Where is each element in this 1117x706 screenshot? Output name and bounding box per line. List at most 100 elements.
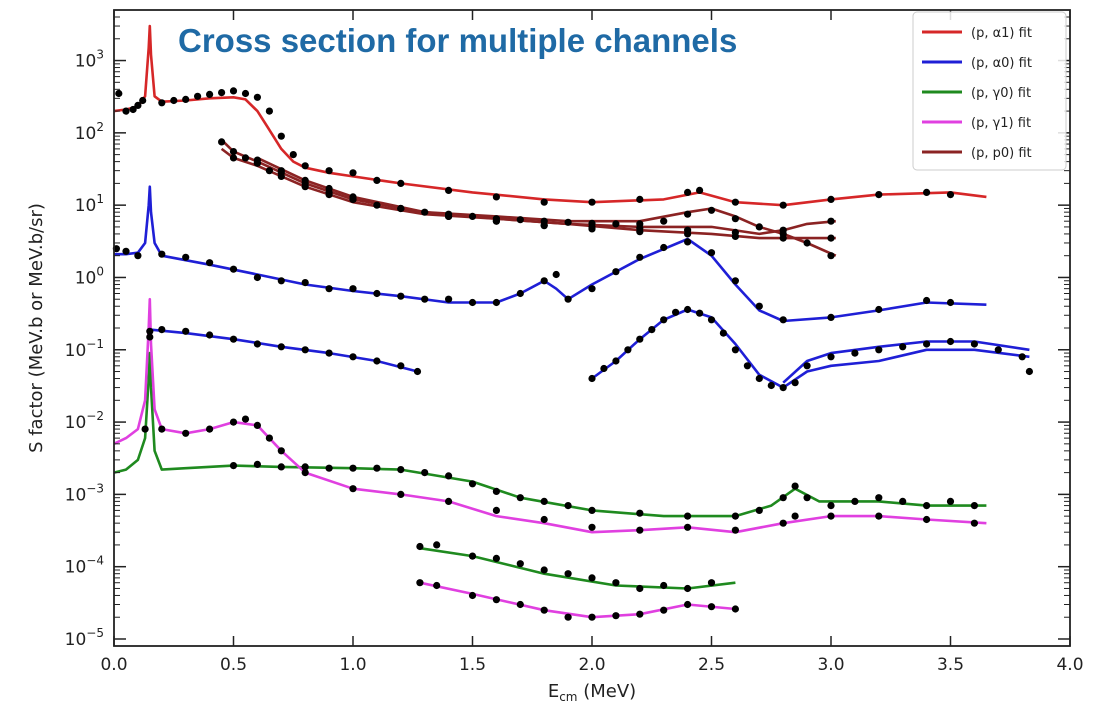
data-point	[492, 596, 500, 604]
data-point	[779, 316, 787, 324]
data-point	[277, 167, 285, 175]
data-point	[277, 277, 285, 285]
y-tick-label: 10−1	[65, 337, 104, 361]
data-point	[325, 167, 333, 175]
data-point	[218, 89, 226, 97]
data-point	[158, 250, 166, 258]
data-point	[648, 326, 656, 334]
data-point	[875, 346, 883, 354]
data-point	[492, 554, 500, 563]
series-line-5	[113, 351, 987, 518]
data-point	[684, 600, 692, 609]
data-point	[158, 425, 166, 433]
data-point	[229, 265, 238, 273]
data-point	[612, 612, 620, 620]
legend: (p, α1) fit (p, α0) fit (p, γ0) fit (p, γ1)…	[912, 11, 1067, 171]
data-point	[206, 90, 214, 98]
data-point	[253, 460, 261, 468]
data-point	[946, 337, 955, 346]
data-point	[397, 179, 405, 187]
data-point	[827, 195, 835, 203]
data-point	[122, 247, 130, 255]
data-point	[540, 221, 548, 229]
data-point	[875, 494, 883, 502]
legend-label: (p, γ0) fit	[971, 86, 1031, 101]
data-point	[229, 154, 238, 162]
y-tick-label: 102	[75, 120, 104, 144]
data-point	[253, 340, 261, 348]
data-point	[122, 107, 130, 115]
x-tick-label: 1.0	[339, 655, 366, 675]
x-axis-label-unit: (MeV)	[577, 681, 636, 702]
data-point	[397, 466, 405, 474]
data-point	[139, 96, 147, 105]
data-point	[588, 506, 596, 514]
legend-label: (p, α1) fit	[971, 26, 1032, 41]
series-line-1	[114, 185, 987, 323]
x-tick-label: 0.5	[220, 655, 247, 675]
data-point	[767, 381, 775, 390]
data-point	[1025, 367, 1033, 376]
data-point	[660, 217, 668, 225]
data-point	[684, 230, 692, 238]
legend-box	[912, 11, 1067, 171]
data-point	[791, 482, 799, 490]
data-point	[827, 512, 835, 520]
data-point	[612, 357, 620, 365]
data-point	[141, 425, 149, 433]
data-point	[492, 487, 500, 495]
data-point	[755, 302, 763, 310]
data-point	[564, 502, 572, 510]
data-point	[349, 485, 357, 493]
data-point	[636, 195, 644, 203]
x-axis-label-main: E	[548, 681, 559, 702]
data-point	[206, 331, 214, 339]
data-point	[413, 367, 422, 376]
data-point	[791, 512, 799, 520]
data-point	[325, 285, 333, 293]
data-point	[588, 523, 596, 531]
data-point	[325, 184, 333, 193]
data-point	[731, 215, 740, 223]
data-point	[373, 201, 381, 209]
data-point	[301, 346, 309, 354]
data-point	[516, 494, 524, 502]
data-point	[182, 327, 190, 335]
data-point	[373, 464, 381, 472]
data-point	[349, 193, 357, 201]
data-point	[707, 603, 716, 611]
data-point	[827, 313, 835, 321]
data-point	[827, 217, 835, 225]
data-point	[588, 374, 596, 383]
data-point	[416, 542, 424, 551]
data-point	[516, 600, 524, 609]
data-point	[612, 579, 620, 587]
data-point	[182, 95, 190, 103]
data-point	[970, 519, 979, 527]
data-point	[146, 327, 154, 335]
data-point	[588, 198, 596, 206]
series-line-0	[113, 24, 987, 207]
data-point	[194, 92, 202, 100]
data-point	[612, 268, 620, 276]
data-point	[624, 346, 632, 354]
data-point	[115, 89, 123, 98]
data-point	[134, 101, 142, 109]
data-point	[468, 552, 477, 560]
data-point	[373, 357, 381, 365]
data-point	[253, 93, 261, 101]
data-point	[325, 464, 333, 472]
data-point	[636, 526, 644, 534]
data-point	[707, 206, 716, 214]
y-tick-label: 10−5	[65, 626, 104, 650]
data-point	[636, 610, 644, 618]
data-point	[416, 579, 424, 587]
data-point	[827, 252, 835, 260]
data-point	[433, 581, 441, 590]
data-point	[923, 296, 931, 305]
data-point	[779, 226, 787, 234]
ticks-layer: 0.0 0.5 1.0 1.5 2.0 2.5 3.0 3.5 4.0 10−5 10−4 10−3 1…	[65, 9, 1084, 675]
data-point	[875, 512, 883, 520]
data-point	[516, 289, 524, 298]
data-point	[970, 340, 979, 348]
